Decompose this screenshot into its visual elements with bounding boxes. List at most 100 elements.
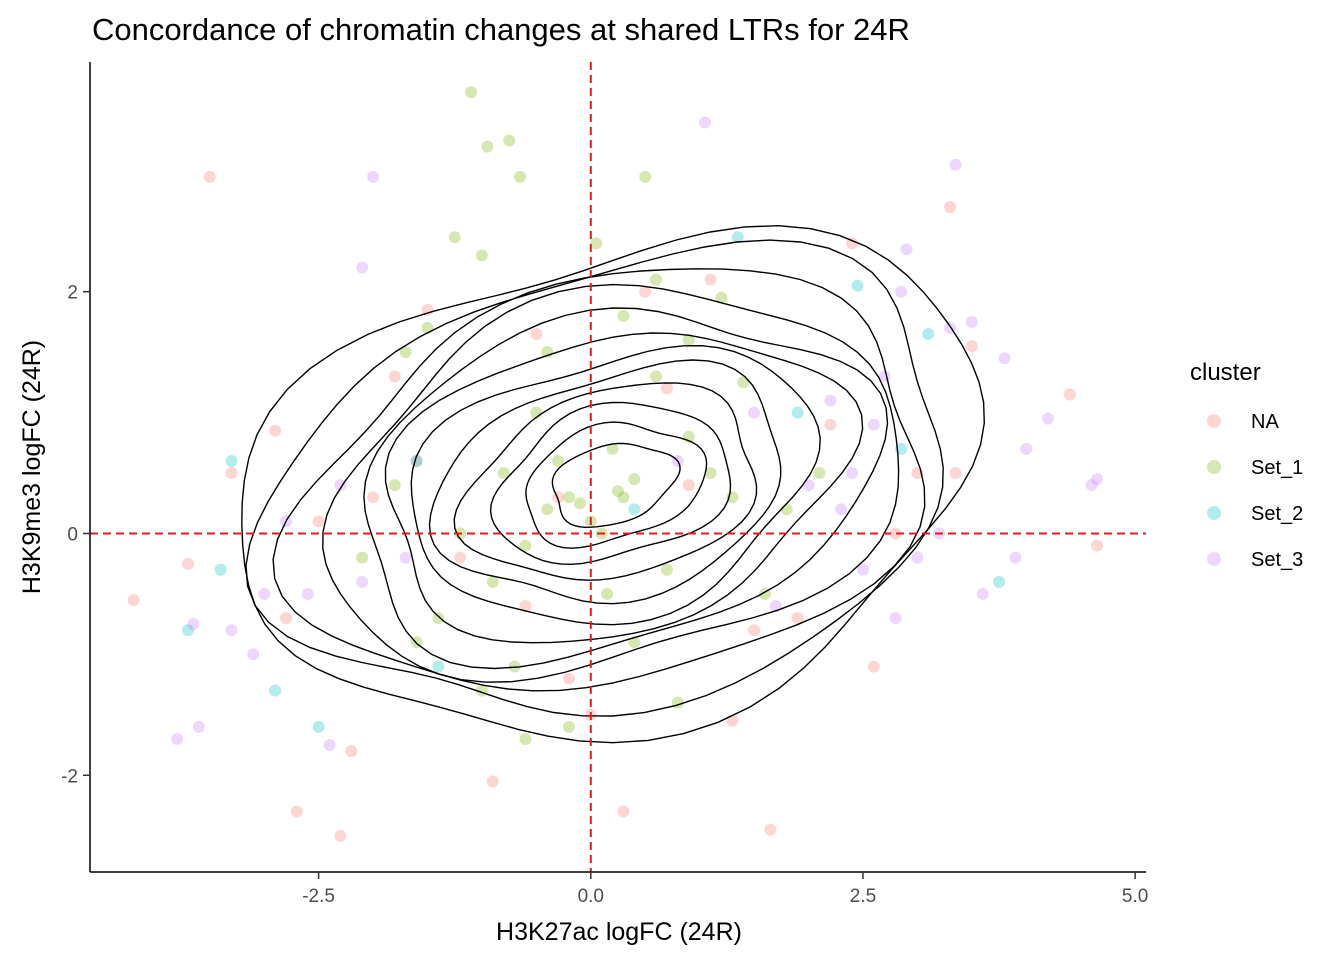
- data-point-na: [203, 170, 216, 183]
- data-point-set-3: [699, 116, 712, 129]
- data-point-set-3: [998, 352, 1011, 365]
- legend-key-set-1: [1207, 460, 1221, 474]
- data-point-na: [486, 775, 499, 788]
- data-point-na: [454, 551, 467, 564]
- data-point-na: [889, 527, 902, 540]
- legend-key-na: [1207, 414, 1221, 428]
- data-point-set-1: [563, 720, 576, 733]
- data-point-set-3: [247, 648, 260, 661]
- data-point-set-2: [851, 279, 864, 292]
- density-contour-line: [428, 359, 782, 605]
- data-point-set-2: [225, 454, 238, 467]
- data-point-na: [748, 624, 761, 637]
- data-point-na: [867, 660, 880, 673]
- data-point-set-1: [432, 612, 445, 625]
- data-point-set-3: [856, 563, 869, 576]
- data-point-set-1: [503, 134, 516, 147]
- data-point-set-3: [846, 467, 859, 480]
- data-point-set-3: [900, 243, 913, 256]
- data-point-set-3: [895, 285, 908, 298]
- scatter-points: [127, 86, 1104, 842]
- data-point-na: [225, 467, 238, 480]
- data-point-na: [965, 340, 978, 353]
- data-point-na: [704, 273, 717, 286]
- data-point-set-1: [715, 291, 728, 304]
- x-axis-title: H3K27ac logFC (24R): [496, 918, 742, 946]
- data-point-na: [269, 424, 282, 437]
- data-point-set-1: [486, 575, 499, 588]
- data-point-set-1: [737, 376, 750, 389]
- data-point-set-3: [835, 503, 848, 516]
- data-point-set-1: [508, 660, 521, 673]
- data-point-set-1: [660, 563, 673, 576]
- x-axis-ticks: -2.5 0.0 2.5 5.0: [302, 872, 1148, 907]
- data-point-set-3: [824, 394, 837, 407]
- data-point-set-1: [628, 636, 641, 649]
- data-point-na: [949, 467, 962, 480]
- data-point-set-3: [367, 170, 380, 183]
- legend-label: Set_2: [1251, 503, 1303, 525]
- data-point-set-1: [552, 454, 565, 467]
- y-axis-title: H3K9me3 logFC (24R): [18, 340, 46, 594]
- x-tick-label: 2.5: [850, 886, 876, 907]
- data-point-set-1: [541, 503, 554, 516]
- data-point-set-3: [748, 406, 761, 419]
- data-point-set-3: [225, 624, 238, 637]
- data-point-set-3: [323, 739, 336, 752]
- data-point-set-3: [334, 479, 347, 492]
- legend-key-set-2: [1207, 506, 1221, 520]
- data-point-set-3: [356, 261, 369, 274]
- data-point-set-2: [993, 575, 1006, 588]
- density-contour-line: [384, 332, 864, 644]
- data-point-na: [764, 823, 777, 836]
- data-point-set-1: [399, 346, 412, 359]
- data-point-na: [660, 382, 673, 395]
- density-contour-line: [245, 239, 944, 717]
- data-point-set-3: [399, 551, 412, 564]
- data-point-na: [312, 515, 325, 528]
- data-point-set-3: [889, 612, 902, 625]
- x-tick-label: -2.5: [302, 886, 335, 907]
- data-point-na: [824, 418, 837, 431]
- data-point-set-1: [519, 733, 532, 746]
- data-point-set-3: [867, 418, 880, 431]
- data-point-set-1: [704, 467, 717, 480]
- data-point-set-1: [601, 587, 614, 600]
- data-point-set-1: [573, 497, 586, 510]
- density-contour-line: [489, 401, 732, 566]
- data-point-set-3: [1009, 551, 1022, 564]
- data-point-set-1: [475, 249, 488, 262]
- density-contour-line: [525, 421, 708, 549]
- data-point-na: [563, 672, 576, 685]
- data-point-set-2: [731, 231, 744, 244]
- data-point-set-1: [780, 503, 793, 516]
- data-point-set-1: [813, 467, 826, 480]
- data-point-na: [791, 612, 804, 625]
- data-point-na: [279, 612, 292, 625]
- data-point-set-3: [949, 158, 962, 171]
- data-point-na: [334, 829, 347, 842]
- data-point-set-3: [192, 720, 205, 733]
- y-tick-label: 2: [67, 283, 78, 304]
- density-contour-line: [410, 344, 821, 626]
- data-point-set-3: [1085, 479, 1098, 492]
- x-tick-label: 0.0: [578, 886, 604, 907]
- data-point-na: [181, 557, 194, 570]
- data-point-set-1: [650, 273, 663, 286]
- data-point-set-1: [650, 370, 663, 383]
- density-contours: [241, 224, 986, 744]
- data-point-na: [290, 805, 303, 818]
- data-point-set-1: [465, 86, 478, 99]
- data-point-set-3: [1020, 442, 1033, 455]
- data-point-set-2: [922, 328, 935, 341]
- data-point-na: [530, 328, 543, 341]
- data-point-set-1: [356, 551, 369, 564]
- data-point-set-3: [171, 733, 184, 746]
- data-point-set-1: [612, 485, 624, 498]
- legend-key-set-3: [1207, 552, 1221, 566]
- data-point-set-3: [802, 479, 815, 492]
- data-point-na: [846, 237, 859, 250]
- data-point-set-2: [628, 503, 641, 516]
- data-point-na: [1063, 388, 1076, 401]
